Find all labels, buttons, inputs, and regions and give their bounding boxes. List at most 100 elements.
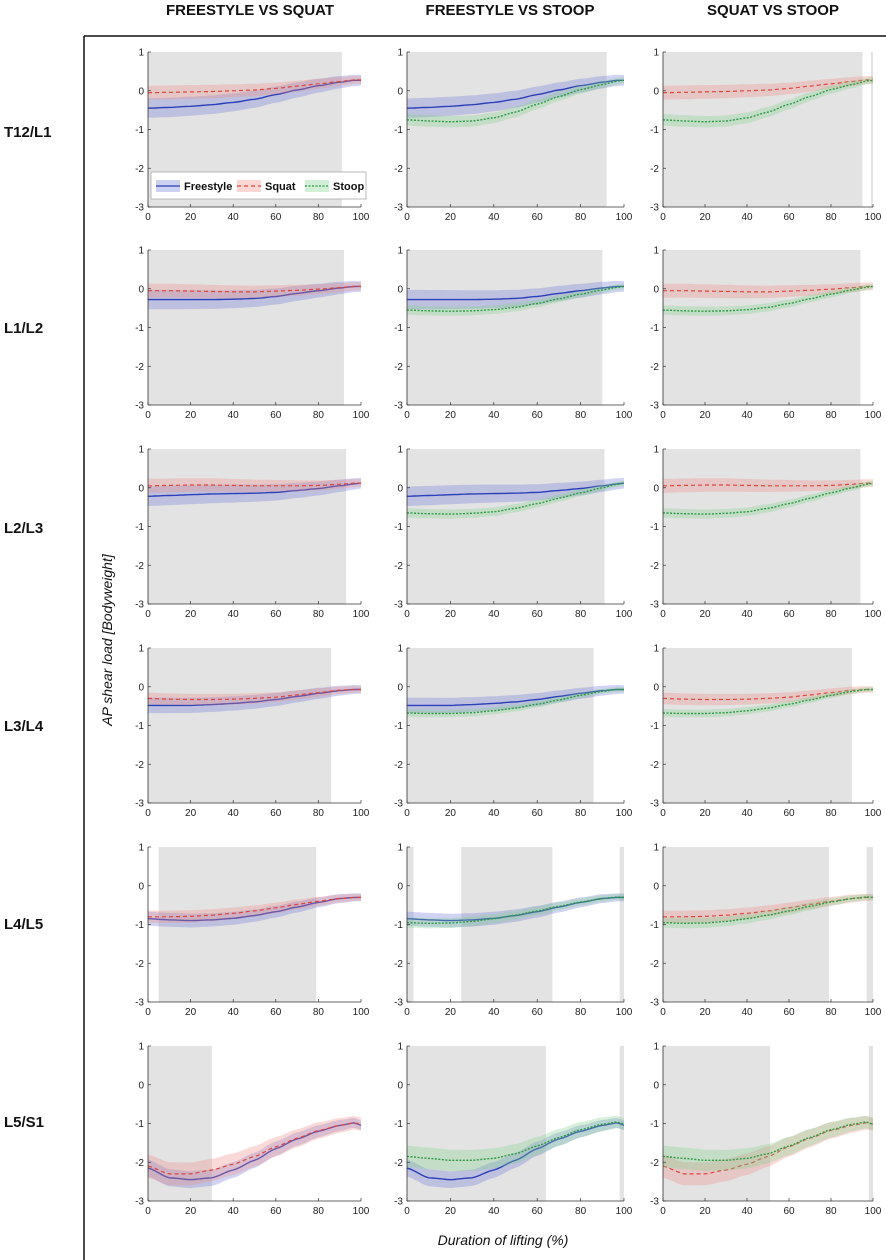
stoop-sd-band <box>663 687 873 718</box>
y-tick-label: -1 <box>394 125 403 136</box>
x-tick-label: 80 <box>313 808 325 819</box>
y-tick-label: -2 <box>650 760 659 771</box>
x-tick-label: 80 <box>825 410 837 421</box>
stoop-mean-line <box>406 896 625 924</box>
y-tick-label: -2 <box>650 959 659 970</box>
x-tick-label: 0 <box>660 808 666 819</box>
y-tick-label: -3 <box>650 203 659 214</box>
x-tick-label: 20 <box>699 1007 711 1018</box>
x-tick-label: 0 <box>660 212 666 223</box>
x-tick-label: 60 <box>532 212 544 223</box>
x-tick-label: 40 <box>488 1206 500 1217</box>
y-tick-label: -3 <box>135 799 144 810</box>
y-tick-label: 0 <box>138 682 144 693</box>
x-tick-label: 60 <box>532 1206 544 1217</box>
row-label-l5-s1: L5/S1 <box>4 1114 44 1131</box>
squat-sd-band <box>148 282 361 299</box>
y-tick-label: -2 <box>394 362 403 373</box>
x-tick-label: 60 <box>270 212 282 223</box>
significance-region <box>461 847 553 1002</box>
row-label-l3-l4: L3/L4 <box>4 718 44 735</box>
y-tick-label: -1 <box>135 1119 144 1130</box>
significance-region <box>407 250 603 405</box>
significance-region <box>663 449 861 604</box>
y-tick-label: -1 <box>394 323 403 334</box>
significance-region <box>407 847 414 1002</box>
x-tick-label: 100 <box>865 1007 882 1018</box>
squat-mean-line <box>147 688 361 701</box>
stoop-sd-band <box>663 480 873 519</box>
panel-l1-l2-2: 10-1-2-30 20 40 60 80 100 <box>394 246 633 422</box>
significance-region <box>148 1046 212 1201</box>
squat-sd-band <box>148 686 361 706</box>
legend-item-squat: Squat <box>237 180 296 193</box>
x-tick-label: 80 <box>575 1206 587 1217</box>
x-tick-label: 20 <box>185 1206 197 1217</box>
y-tick-label: 1 <box>653 246 659 257</box>
legend-label-squat: Squat <box>265 181 296 193</box>
y-tick-label: -3 <box>135 600 144 611</box>
x-tick-label: 20 <box>699 410 711 421</box>
x-tick-label: 60 <box>532 609 544 620</box>
panel-l1-l2-1: 10-1-2-30 20 40 60 80 100 <box>135 246 370 422</box>
row-label-t12-l1: T12/L1 <box>4 124 52 141</box>
freestyle-mean-line <box>147 896 361 922</box>
freestyle-sd-band <box>148 477 361 506</box>
row-label-l1-l2: L1/L2 <box>4 320 43 337</box>
y-tick-label: 0 <box>138 881 144 892</box>
y-tick-label: -1 <box>135 920 144 931</box>
x-tick-label: 80 <box>825 1206 837 1217</box>
x-tick-label: 100 <box>616 1206 633 1217</box>
squat-mean-line <box>147 1122 362 1175</box>
y-tick-label: -1 <box>394 522 403 533</box>
legend-item-freestyle: Freestyle <box>156 180 232 193</box>
x-tick-label: 80 <box>575 1007 587 1018</box>
y-tick-label: -1 <box>650 522 659 533</box>
y-tick-label: -3 <box>135 998 144 1009</box>
y-tick-label: -2 <box>135 1158 144 1169</box>
y-tick-label: 1 <box>397 1042 403 1053</box>
y-tick-label: 0 <box>397 1080 403 1091</box>
y-tick-label: -1 <box>135 323 144 334</box>
x-tick-label: 40 <box>488 1007 500 1018</box>
squat-sd-band <box>148 893 361 923</box>
freestyle-mean-line <box>147 482 362 497</box>
y-tick-label: -2 <box>650 561 659 572</box>
y-tick-label: -2 <box>394 760 403 771</box>
y-tick-label: 1 <box>138 445 144 456</box>
y-tick-label: 1 <box>397 246 403 257</box>
x-tick-label: 100 <box>353 212 370 223</box>
y-tick-label: 0 <box>653 284 659 295</box>
x-tick-label: 100 <box>616 212 633 223</box>
x-tick-label: 100 <box>353 410 370 421</box>
y-tick-label: 0 <box>397 682 403 693</box>
x-tick-label: 60 <box>783 1007 795 1018</box>
stoop-sd-band <box>663 894 873 929</box>
y-tick-label: -3 <box>394 799 403 810</box>
y-tick-label: -2 <box>394 959 403 970</box>
x-tick-label: 60 <box>270 609 282 620</box>
y-tick-label: -2 <box>650 1158 659 1169</box>
x-tick-label: 100 <box>616 808 633 819</box>
x-tick-label: 40 <box>228 1007 240 1018</box>
y-tick-label: -2 <box>135 362 144 373</box>
stoop-sd-band <box>407 283 624 316</box>
x-tick-label: 80 <box>575 212 587 223</box>
significance-region <box>407 1046 546 1201</box>
x-tick-label: 0 <box>404 410 410 421</box>
x-tick-label: 60 <box>270 1007 282 1018</box>
stoop-sd-band <box>663 77 873 128</box>
squat-mean-line <box>662 688 873 701</box>
x-tick-label: 80 <box>825 1007 837 1018</box>
stoop-mean-line <box>662 896 874 924</box>
x-tick-label: 20 <box>445 1206 457 1217</box>
freestyle-sd-band <box>407 280 624 310</box>
squat-mean-line <box>663 482 873 487</box>
panel-l4-l5-3: 10-1-2-30 20 40 60 80 100 <box>650 843 882 1019</box>
y-tick-label: -3 <box>394 600 403 611</box>
y-tick-label: 0 <box>653 86 659 97</box>
y-tick-label: -3 <box>135 203 144 214</box>
squat-sd-band <box>148 75 361 100</box>
